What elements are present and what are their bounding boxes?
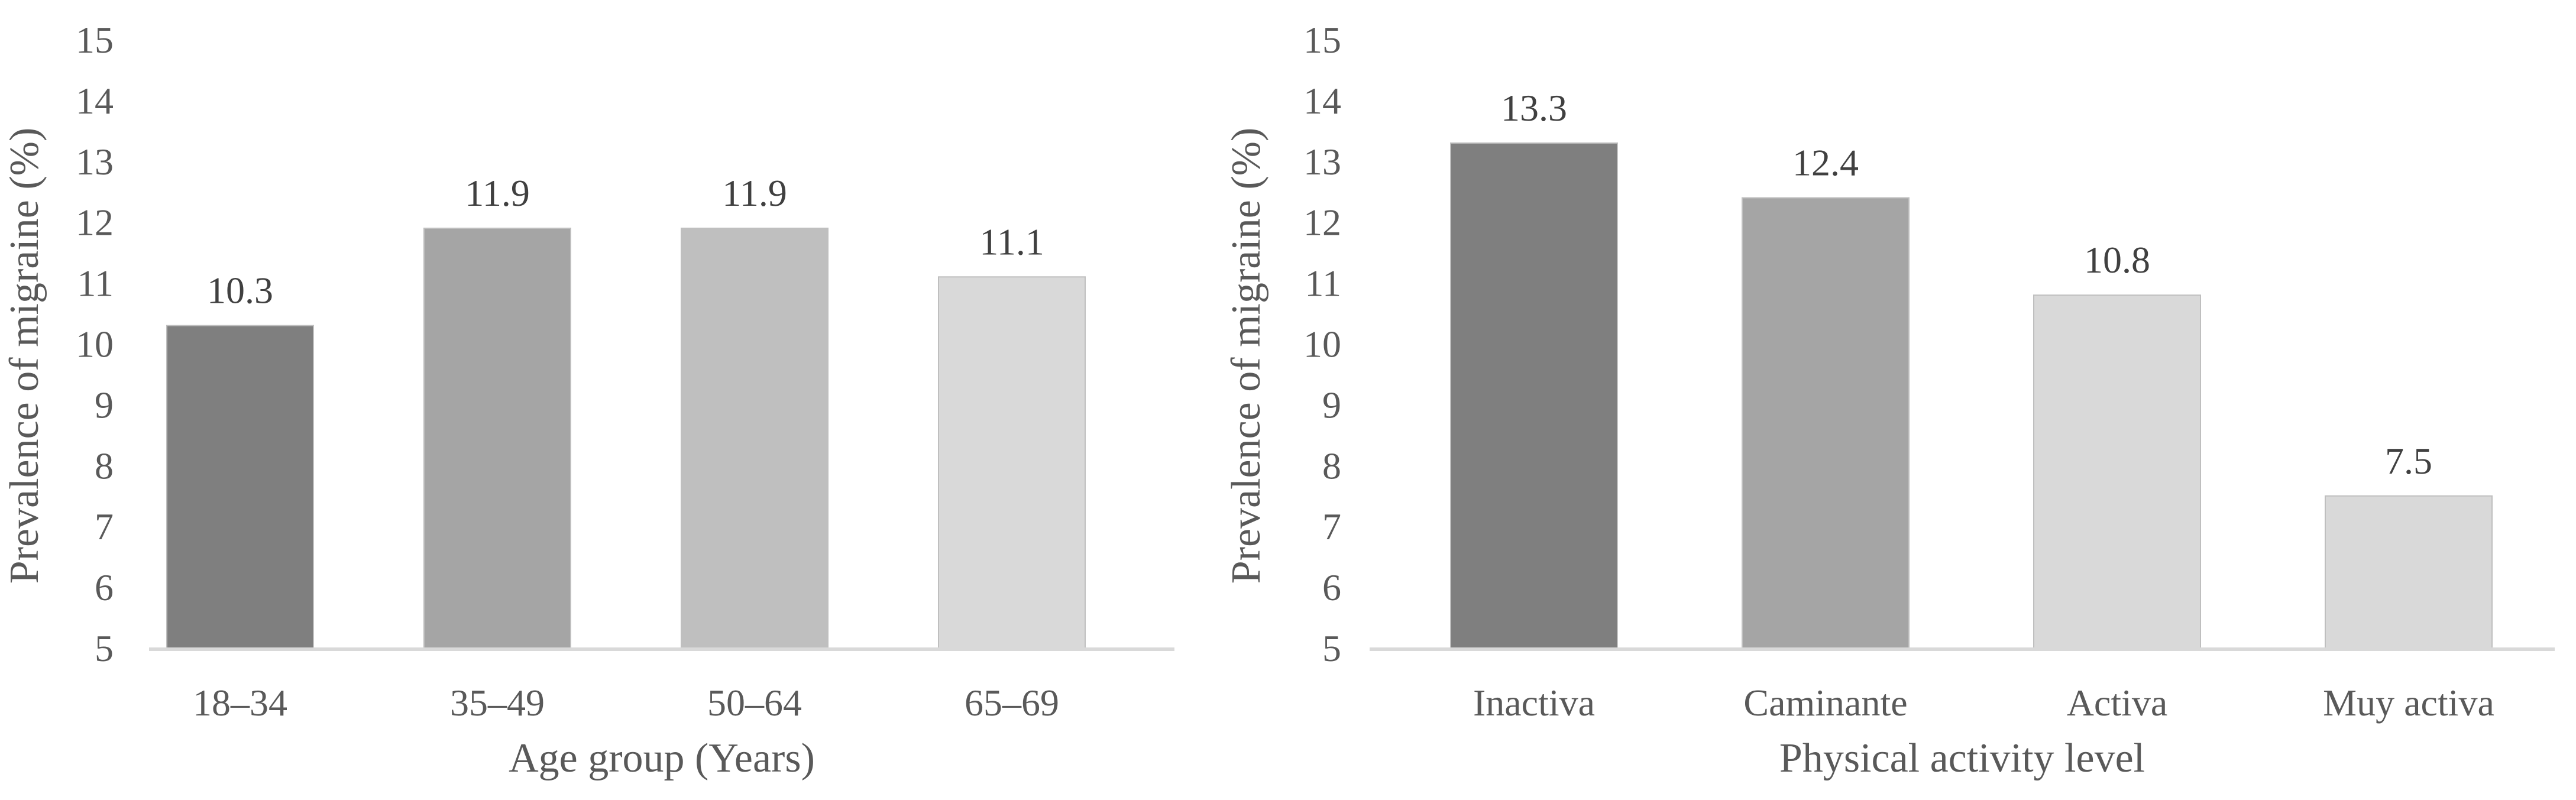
data-label: 11.9: [722, 172, 787, 214]
x-axis-title: Age group (Years): [509, 736, 815, 781]
data-label: 11.1: [979, 221, 1044, 263]
y-axis-title: Prevalence of migraine (%): [2, 128, 47, 584]
y-tick-label: 11: [77, 263, 114, 305]
y-tick-label: 6: [95, 566, 114, 608]
y-tick-label: 11: [1305, 263, 1341, 305]
data-label: 10.8: [2084, 239, 2150, 281]
data-label: 13.3: [1501, 87, 1567, 129]
y-tick-label: 14: [1303, 80, 1341, 122]
y-tick-label: 13: [76, 141, 114, 183]
bar: [2033, 294, 2201, 649]
y-tick-label: 13: [1303, 141, 1341, 183]
y-tick-label: 10: [1303, 323, 1341, 365]
bar: [1742, 197, 1910, 649]
y-tick-label: 5: [1322, 627, 1341, 669]
data-label: 7.5: [2385, 440, 2432, 482]
bar: [2325, 495, 2493, 649]
bar: [1450, 142, 1618, 649]
bar: [681, 227, 829, 649]
y-tick-label: 8: [1322, 445, 1341, 487]
y-tick-label: 14: [76, 80, 114, 122]
x-category-label: Caminante: [1743, 682, 1907, 724]
x-category-label: 50–64: [707, 682, 802, 724]
x-category-label: Muy activa: [2323, 682, 2494, 724]
x-category-label: 65–69: [965, 682, 1059, 724]
y-tick-label: 7: [1322, 506, 1341, 548]
y-tick-label: 7: [95, 506, 114, 548]
x-axis-title: Physical activity level: [1779, 736, 2145, 781]
bar: [938, 276, 1086, 649]
x-category-label: Inactiva: [1473, 682, 1595, 724]
y-tick-label: 10: [76, 323, 114, 365]
y-tick-label: 8: [95, 445, 114, 487]
data-label: 11.9: [465, 172, 530, 214]
bar: [166, 325, 314, 649]
y-tick-label: 9: [1322, 384, 1341, 426]
y-tick-label: 6: [1322, 566, 1341, 608]
data-label: 10.3: [207, 270, 273, 312]
data-label: 12.4: [1792, 142, 1859, 184]
y-tick-label: 15: [1303, 19, 1341, 61]
y-tick-label: 12: [1303, 202, 1341, 244]
y-tick-label: 5: [95, 627, 114, 669]
y-tick-label: 9: [95, 384, 114, 426]
y-tick-label: 15: [76, 19, 114, 61]
y-axis-title: Prevalence of migraine (%): [1224, 128, 1269, 584]
x-category-label: 18–34: [193, 682, 287, 724]
y-tick-label: 12: [76, 202, 114, 244]
x-category-label: 35–49: [450, 682, 545, 724]
bar: [423, 227, 571, 649]
x-category-label: Activa: [2067, 682, 2168, 724]
